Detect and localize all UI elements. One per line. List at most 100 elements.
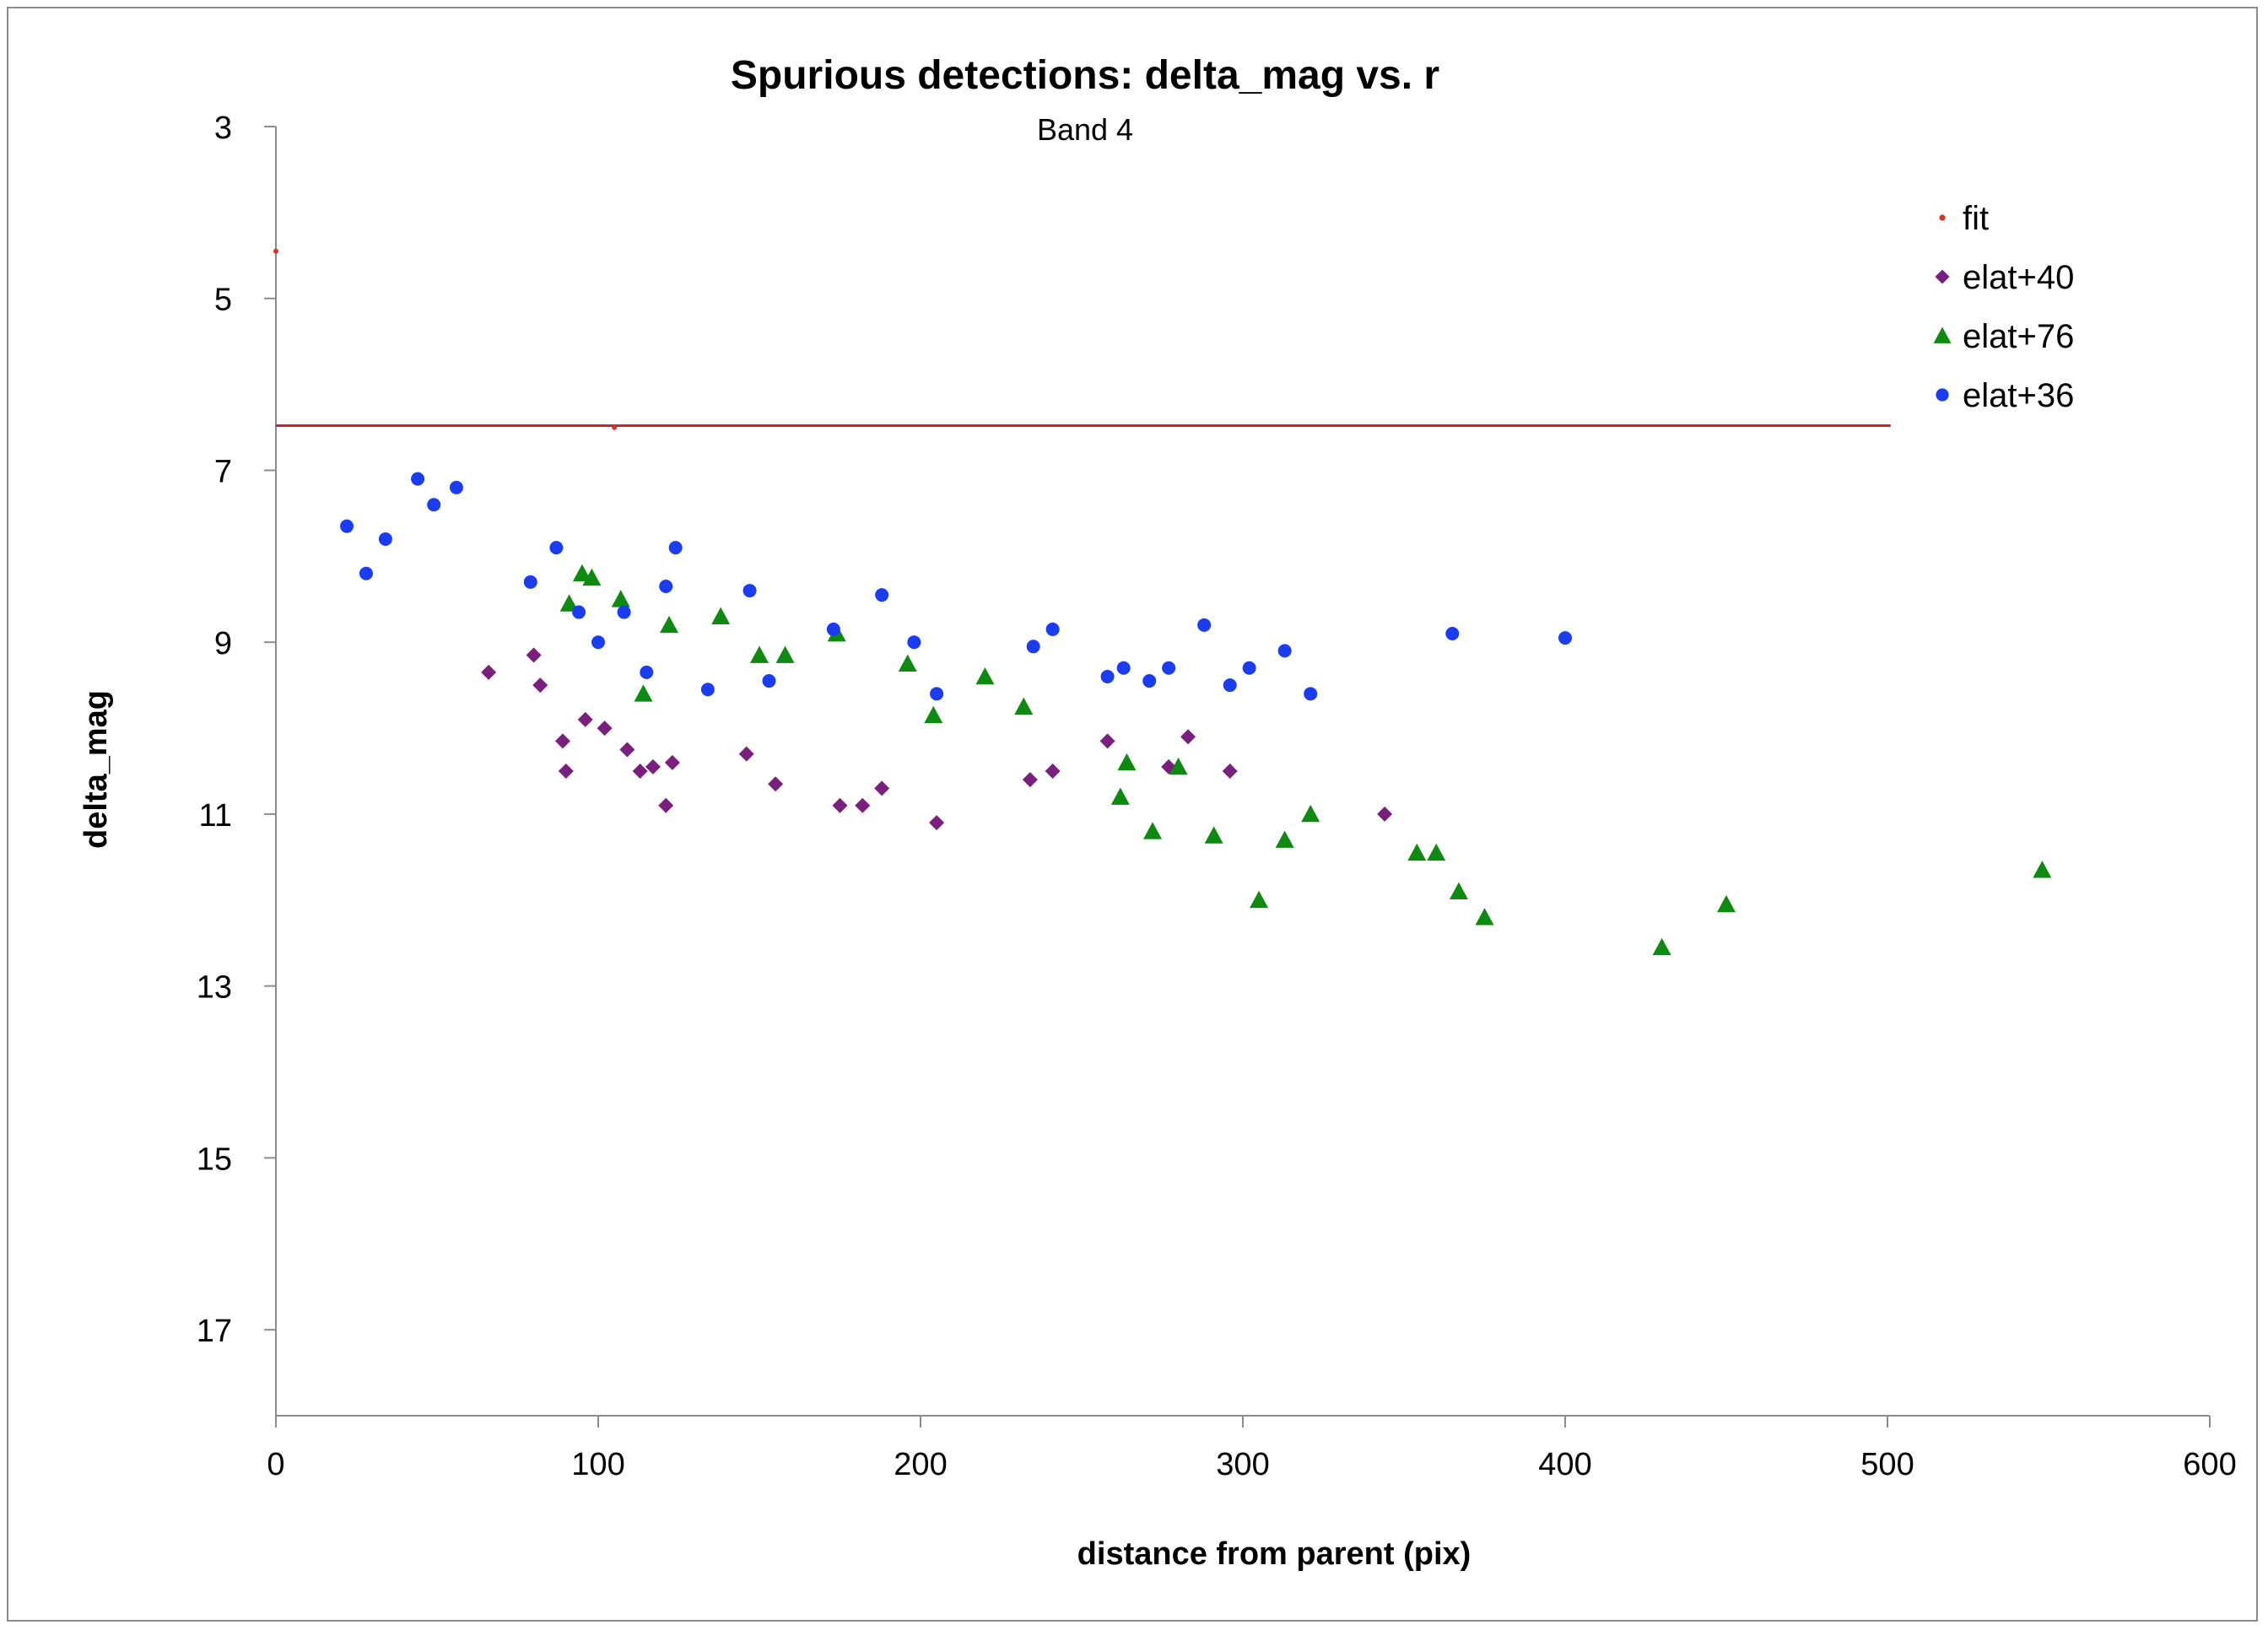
data-point-elat-76: [975, 667, 995, 685]
chart-subtitle: Band 4: [1037, 112, 1133, 147]
data-point-elat-36: [427, 498, 441, 512]
x-tick-label: 500: [1860, 1447, 1914, 1482]
data-point-elat-40: [929, 815, 945, 831]
data-point-elat-40: [558, 764, 574, 779]
data-point-elat-40: [1045, 764, 1061, 779]
data-point-elat-40: [526, 647, 542, 663]
data-point-elat-36: [742, 584, 757, 598]
data-point-elat-76: [1204, 826, 1223, 844]
data-point-elat-76: [1301, 804, 1320, 823]
data-point-elat-76: [611, 590, 630, 607]
x-tick-label: 0: [267, 1447, 284, 1482]
legend-marker-elat-40: [1935, 269, 1950, 284]
data-point-elat-76: [1717, 894, 1736, 913]
legend-label-elat-40: elat+40: [1963, 259, 2074, 296]
data-point-elat-76: [1275, 830, 1294, 848]
data-point-elat-36: [826, 622, 840, 636]
legend-marker-fit: [1939, 214, 1946, 221]
y-tick-label: 11: [199, 798, 232, 834]
data-point-elat-40: [658, 797, 674, 813]
data-point-elat-40: [664, 754, 680, 770]
x-axis-label: distance from parent (pix): [1077, 1536, 1472, 1572]
x-tick-label: 300: [1216, 1447, 1269, 1482]
data-point-elat-36: [875, 588, 889, 602]
data-point-elat-76: [924, 705, 943, 724]
data-point-elat-40: [645, 758, 661, 775]
y-tick-label: 3: [214, 111, 232, 146]
y-tick-label: 5: [214, 283, 232, 318]
data-point-elat-76: [1014, 697, 1034, 715]
data-point-elat-76: [1407, 843, 1427, 861]
data-point-elat-76: [898, 654, 917, 672]
data-point-elat-36: [1142, 674, 1157, 688]
data-point-elat-76: [1250, 890, 1269, 909]
data-point-elat-36: [640, 665, 654, 679]
legend-marker-elat-76: [1933, 327, 1952, 343]
data-point-elat-36: [907, 635, 921, 650]
data-point-elat-36: [1100, 669, 1115, 683]
data-point-elat-36: [617, 605, 631, 619]
data-point-elat-40: [577, 711, 593, 727]
y-tick-label: 7: [214, 454, 232, 489]
data-point-elat-40: [597, 721, 613, 737]
legend-marker-elat-36: [1936, 388, 1949, 402]
data-point-elat-36: [1045, 622, 1060, 636]
x-tick-label: 200: [894, 1447, 947, 1482]
data-point-elat-40: [768, 776, 784, 792]
data-point-elat-36: [668, 541, 683, 555]
data-point-elat-36: [523, 575, 537, 589]
data-point-elat-36: [1277, 644, 1292, 658]
data-point-elat-36: [1558, 631, 1572, 645]
data-point-elat-36: [340, 519, 354, 533]
data-point-elat-36: [1162, 661, 1176, 675]
data-point-elat-40: [832, 797, 848, 813]
data-point-elat-36: [549, 541, 564, 555]
data-point-elat-36: [1197, 618, 1212, 632]
points-layer: [273, 248, 2052, 956]
data-point-elat-76: [1143, 822, 1163, 839]
data-point-elat-36: [1445, 627, 1460, 641]
data-point-elat-36: [359, 566, 373, 580]
data-point-elat-76: [775, 645, 795, 663]
data-point-elat-76: [1169, 757, 1188, 775]
data-point-elat-36: [1242, 661, 1256, 675]
data-point-elat-40: [1099, 733, 1115, 749]
data-point-elat-76: [2033, 861, 2052, 878]
chart-frame: [7, 7, 2258, 1622]
data-point-elat-36: [449, 480, 463, 494]
data-point-elat-36: [1223, 678, 1237, 693]
data-point-elat-76: [1652, 937, 1671, 956]
data-point-elat-36: [1116, 661, 1131, 675]
data-point-elat-40: [632, 764, 648, 779]
data-point-elat-36: [591, 635, 605, 650]
y-tick-label: 17: [197, 1314, 232, 1349]
data-point-elat-40: [554, 733, 570, 749]
data-point-elat-76: [559, 594, 579, 612]
data-point-elat-36: [659, 579, 673, 593]
x-tick-label: 400: [1538, 1447, 1591, 1482]
data-point-elat-36: [700, 683, 715, 697]
y-tick-label: 15: [197, 1142, 232, 1177]
data-point-elat-36: [572, 605, 586, 619]
data-point-elat-36: [762, 674, 776, 688]
data-point-elat-76: [660, 615, 679, 634]
data-point-elat-76: [582, 568, 602, 586]
data-point-elat-40: [619, 742, 635, 758]
data-point-elat-36: [378, 532, 392, 546]
data-point-fit: [273, 248, 278, 254]
legend-label-fit: fit: [1963, 200, 1989, 237]
data-point-elat-76: [711, 607, 731, 624]
data-point-elat-40: [1377, 806, 1393, 822]
data-point-elat-40: [481, 664, 497, 680]
y-tick-label: 9: [214, 626, 232, 661]
data-point-elat-76: [634, 684, 653, 702]
chart-title: Spurious detections: delta_mag vs. r: [731, 53, 1439, 98]
data-point-elat-36: [1304, 687, 1318, 701]
y-axis-label: delta_mag: [78, 690, 114, 849]
x-tick-label: 600: [2183, 1447, 2236, 1482]
data-point-elat-40: [1180, 729, 1196, 745]
legend-label-elat-76: elat+76: [1963, 318, 2074, 355]
axes: 3 5 7 9 11 13 15 17 0 100 200 300 400 500 600: [197, 111, 2237, 1482]
data-point-elat-40: [1022, 772, 1038, 788]
